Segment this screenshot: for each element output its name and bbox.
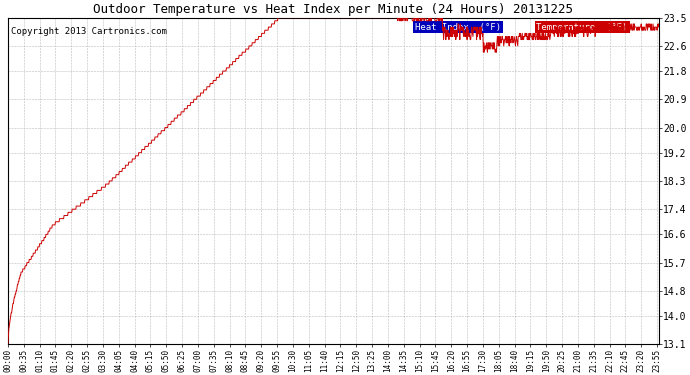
Text: Copyright 2013 Cartronics.com: Copyright 2013 Cartronics.com	[11, 27, 167, 36]
Title: Outdoor Temperature vs Heat Index per Minute (24 Hours) 20131225: Outdoor Temperature vs Heat Index per Mi…	[93, 3, 573, 16]
Text: Heat Index  (°F): Heat Index (°F)	[415, 22, 501, 32]
Text: Temperature  (°F): Temperature (°F)	[537, 22, 628, 32]
